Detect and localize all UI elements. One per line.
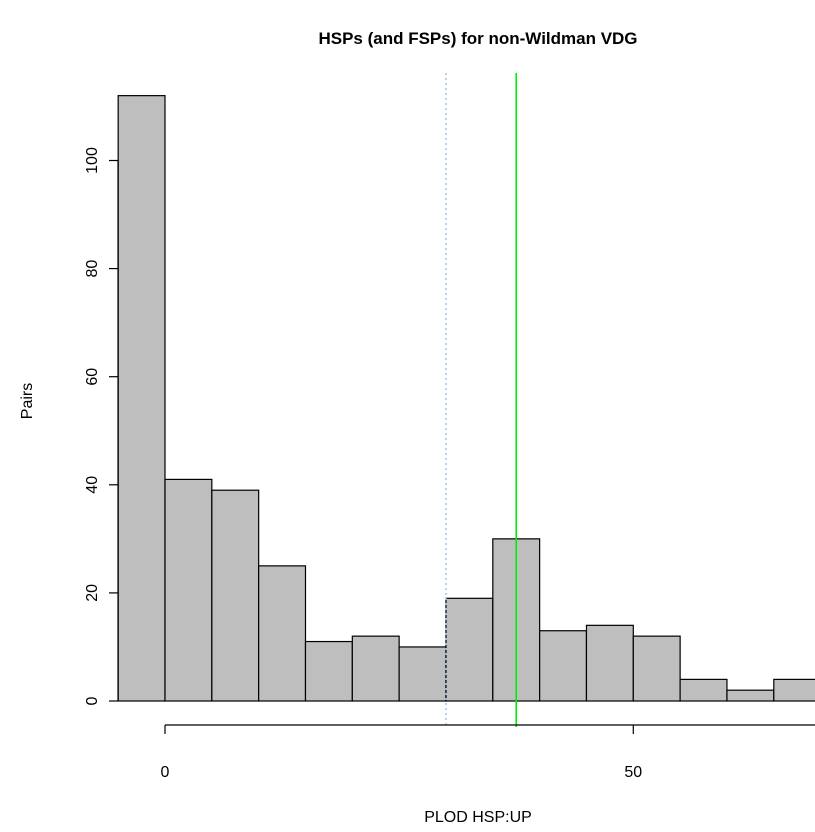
x-tick-label: 50 — [624, 764, 642, 781]
histogram-bar — [445, 597, 494, 702]
histogram-bar — [351, 635, 400, 702]
histogram-bar — [164, 478, 213, 702]
y-tick-label: 60 — [84, 368, 101, 386]
histogram-bar — [632, 635, 681, 702]
histogram-bar — [773, 678, 815, 702]
reference-lines — [445, 73, 518, 727]
histogram-bar — [258, 565, 307, 702]
x-axis: 050100 — [161, 724, 815, 781]
histogram-bar — [585, 624, 634, 702]
y-tick-label: 40 — [84, 476, 101, 494]
histogram-bar — [304, 640, 353, 702]
histogram-bar — [398, 646, 447, 702]
chart-title: HSPs (and FSPs) for non-Wildman VDG — [318, 29, 637, 48]
histogram-bar — [726, 689, 775, 702]
x-tick-label: 0 — [161, 764, 170, 781]
y-axis-label: Pairs — [19, 383, 36, 419]
y-tick-label: 0 — [84, 696, 101, 705]
x-axis-label: PLOD HSP:UP — [424, 809, 532, 826]
histogram-bar — [117, 95, 166, 702]
histogram-bar — [211, 489, 260, 702]
histogram-bar — [539, 630, 588, 702]
y-tick-label: 20 — [84, 584, 101, 602]
histogram-bar — [679, 678, 728, 702]
y-tick-label: 80 — [84, 260, 101, 278]
y-tick-label: 100 — [84, 147, 101, 174]
bars-group — [117, 95, 815, 702]
y-axis: 0 20 40 60 80 100 — [84, 147, 119, 705]
